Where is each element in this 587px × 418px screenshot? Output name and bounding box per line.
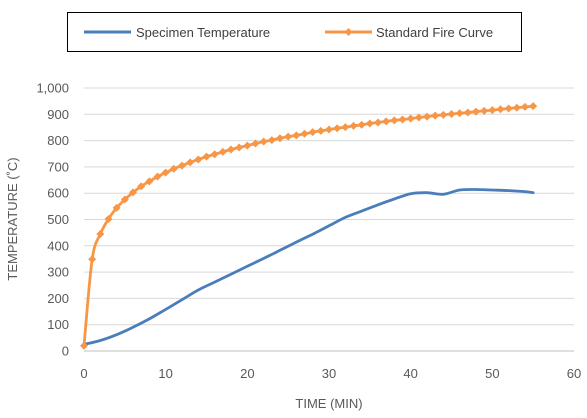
data-point-standard-fire-curve xyxy=(414,113,423,122)
data-point-standard-fire-curve xyxy=(153,172,162,181)
data-point-standard-fire-curve xyxy=(308,128,317,137)
data-point-standard-fire-curve xyxy=(186,158,195,167)
data-point-standard-fire-curve xyxy=(341,123,350,132)
x-tick-label: 0 xyxy=(80,366,87,381)
data-point-standard-fire-curve xyxy=(80,341,88,350)
data-point-standard-fire-curve xyxy=(439,110,448,119)
data-point-standard-fire-curve xyxy=(300,129,309,138)
data-markers xyxy=(80,102,538,350)
y-axis-title: TEMPERATURE (˚C) xyxy=(5,157,20,280)
y-tick-label: 1,000 xyxy=(36,81,69,96)
y-tick-label: 900 xyxy=(47,107,69,122)
data-point-standard-fire-curve xyxy=(496,105,505,114)
data-point-standard-fire-curve xyxy=(145,177,154,186)
data-point-standard-fire-curve xyxy=(480,106,489,115)
data-point-standard-fire-curve xyxy=(284,132,293,141)
series-line-specimen-temperature xyxy=(82,188,535,346)
x-tick-label: 10 xyxy=(158,366,172,381)
y-tick-label: 400 xyxy=(47,238,69,253)
data-point-standard-fire-curve xyxy=(218,147,227,156)
gridlines xyxy=(84,87,574,352)
data-point-standard-fire-curve xyxy=(129,188,137,197)
data-point-standard-fire-curve xyxy=(349,121,358,130)
y-tick-label: 500 xyxy=(47,212,69,227)
data-point-standard-fire-curve xyxy=(406,114,415,123)
data-point-standard-fire-curve xyxy=(210,150,219,159)
x-axis-title: TIME (MIN) xyxy=(295,396,362,411)
data-point-standard-fire-curve xyxy=(178,161,186,170)
data-point-standard-fire-curve xyxy=(488,106,497,115)
data-point-standard-fire-curve xyxy=(259,137,268,146)
data-point-standard-fire-curve xyxy=(529,102,538,111)
x-tick-label: 40 xyxy=(403,366,417,381)
x-tick-label: 60 xyxy=(567,366,581,381)
data-point-standard-fire-curve xyxy=(463,108,472,117)
series-line-standard-fire-curve xyxy=(82,104,535,348)
y-tick-label: 200 xyxy=(47,291,69,306)
data-point-standard-fire-curve xyxy=(112,203,121,212)
data-point-standard-fire-curve xyxy=(292,131,301,140)
legend-label-standard-fire-curve: Standard Fire Curve xyxy=(376,25,493,40)
data-point-standard-fire-curve xyxy=(88,255,97,264)
data-point-standard-fire-curve xyxy=(169,164,178,173)
data-point-standard-fire-curve xyxy=(398,115,407,124)
y-axis-tick-labels: 0 100 200 300 400 500 600 700 800 900 1,000 xyxy=(36,81,69,359)
legend: Specimen Temperature Standard Fire Curve xyxy=(67,12,522,52)
data-point-standard-fire-curve xyxy=(521,102,529,111)
data-point-standard-fire-curve xyxy=(104,214,113,223)
data-point-standard-fire-curve xyxy=(357,120,366,129)
legend-marker-standard-fire-curve xyxy=(344,28,353,36)
data-point-standard-fire-curve xyxy=(390,116,399,125)
legend-box xyxy=(67,12,522,52)
data-point-standard-fire-curve xyxy=(504,104,513,113)
data-point-standard-fire-curve xyxy=(447,110,456,119)
y-tick-label: 800 xyxy=(47,133,69,148)
data-point-standard-fire-curve xyxy=(431,111,440,120)
data-point-standard-fire-curve xyxy=(161,168,170,177)
data-point-standard-fire-curve xyxy=(382,117,391,126)
plot-area xyxy=(82,104,535,348)
data-point-standard-fire-curve xyxy=(455,109,464,118)
data-point-standard-fire-curve xyxy=(202,152,211,161)
data-point-standard-fire-curve xyxy=(365,119,374,128)
data-point-standard-fire-curve xyxy=(251,139,260,148)
data-point-standard-fire-curve xyxy=(423,112,431,121)
data-point-standard-fire-curve xyxy=(472,107,480,116)
x-tick-label: 50 xyxy=(485,366,499,381)
data-point-standard-fire-curve xyxy=(316,126,325,135)
data-point-standard-fire-curve xyxy=(194,155,203,164)
y-tick-label: 300 xyxy=(47,265,69,280)
x-axis-tick-labels: 0 10 20 30 40 50 60 xyxy=(80,366,581,381)
data-point-standard-fire-curve xyxy=(137,182,146,191)
y-tick-label: 0 xyxy=(62,344,69,359)
data-point-standard-fire-curve xyxy=(243,141,252,150)
data-point-standard-fire-curve xyxy=(96,229,105,238)
data-point-standard-fire-curve xyxy=(333,124,342,133)
x-tick-label: 30 xyxy=(322,366,336,381)
data-point-standard-fire-curve xyxy=(276,134,284,143)
data-point-standard-fire-curve xyxy=(325,125,333,134)
data-point-standard-fire-curve xyxy=(374,118,382,127)
y-tick-label: 100 xyxy=(47,317,69,332)
data-point-standard-fire-curve xyxy=(227,145,235,154)
data-point-standard-fire-curve xyxy=(512,103,521,112)
legend-label-specimen-temperature: Specimen Temperature xyxy=(136,25,270,40)
x-tick-label: 20 xyxy=(240,366,254,381)
data-point-standard-fire-curve xyxy=(267,136,276,145)
data-point-standard-fire-curve xyxy=(235,143,244,152)
data-point-standard-fire-curve xyxy=(120,195,129,204)
y-tick-label: 700 xyxy=(47,159,69,174)
y-tick-label: 600 xyxy=(47,186,69,201)
